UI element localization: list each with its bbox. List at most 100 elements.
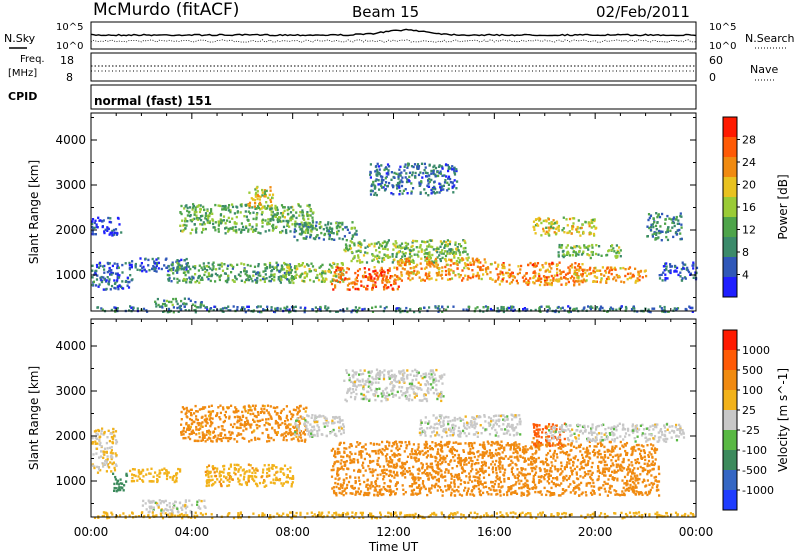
range-gate-cell — [156, 480, 159, 484]
range-gate-cell — [239, 426, 242, 429]
range-gate-cell — [92, 453, 95, 456]
range-gate-cell — [101, 220, 104, 223]
range-gate-cell — [460, 245, 463, 248]
range-gate-cell — [360, 280, 363, 283]
range-gate-cell — [275, 433, 278, 436]
range-gate-cell — [588, 254, 591, 257]
range-gate-cell — [441, 256, 444, 260]
range-gate-cell — [300, 221, 303, 224]
range-gate-cell — [471, 275, 475, 279]
range-gate-cell — [626, 487, 629, 491]
range-gate-cell — [547, 305, 550, 308]
range-gate-cell — [567, 485, 570, 488]
range-gate-cell — [94, 436, 97, 440]
range-gate-cell — [436, 273, 439, 277]
range-gate-cell — [319, 415, 322, 418]
range-gate-cell — [286, 468, 289, 471]
range-gate-cell — [370, 184, 373, 188]
range-gate-cell — [540, 234, 543, 237]
range-gate-cell — [400, 184, 404, 188]
range-gate-cell — [655, 228, 658, 231]
range-gate-cell — [291, 223, 294, 226]
range-gate-cell — [258, 198, 261, 201]
range-gate-cell — [455, 259, 458, 263]
range-gate-cell — [523, 274, 526, 277]
range-gate-cell — [436, 191, 439, 194]
range-gate-cell — [665, 235, 668, 239]
range-gate-cell — [244, 410, 247, 413]
range-gate-cell — [115, 487, 118, 490]
range-gate-cell — [204, 270, 207, 274]
range-gate-cell — [555, 227, 558, 231]
range-gate-cell — [185, 268, 188, 271]
range-gate-cell — [425, 257, 428, 260]
range-gate-cell — [477, 455, 480, 458]
range-gate-cell — [656, 480, 659, 483]
range-gate-cell — [614, 255, 617, 258]
range-gate-cell — [625, 307, 628, 310]
range-gate-cell — [373, 272, 376, 275]
range-gate-cell — [199, 507, 202, 510]
range-gate-cell — [648, 310, 651, 313]
range-gate-cell — [419, 171, 422, 174]
range-gate-cell — [688, 305, 691, 308]
range-gate-cell — [271, 196, 274, 200]
range-gate-cell — [616, 477, 619, 480]
range-gate-cell — [211, 268, 214, 272]
range-gate-cell — [115, 439, 118, 442]
range-gate-cell — [598, 309, 602, 312]
range-gate-cell — [389, 276, 392, 280]
range-gate-cell — [467, 256, 470, 259]
range-gate-cell — [608, 269, 611, 272]
range-gate-cell — [111, 234, 114, 237]
range-gate-cell — [406, 455, 410, 458]
range-gate-cell — [464, 263, 467, 266]
range-gate-cell — [617, 274, 621, 278]
range-gate-cell — [182, 429, 185, 432]
range-gate-cell — [128, 264, 131, 267]
range-gate-cell — [311, 226, 314, 230]
range-gate-cell — [285, 405, 288, 408]
range-gate-cell — [512, 484, 515, 487]
range-gate-cell — [281, 213, 284, 217]
range-gate-cell — [559, 307, 562, 310]
range-gate-cell — [253, 420, 256, 423]
range-gate-cell — [273, 273, 276, 276]
range-gate-cell — [168, 268, 171, 271]
range-gate-cell — [250, 409, 253, 412]
colorbar-tick-label: 8 — [742, 246, 749, 259]
range-gate-cell — [345, 447, 348, 450]
noise-right-tick-top: 10^5 — [709, 22, 736, 33]
range-gate-cell — [558, 261, 561, 264]
range-gate-cell — [441, 277, 444, 280]
range-gate-cell — [566, 461, 569, 464]
range-gate-cell — [538, 276, 541, 280]
range-gate-cell — [438, 254, 441, 257]
range-gate-cell — [398, 447, 401, 450]
range-gate-cell — [180, 264, 183, 267]
range-gate-cell — [339, 485, 343, 488]
range-gate-cell — [309, 423, 312, 426]
range-gate-cell — [566, 252, 569, 255]
range-gate-cell — [243, 267, 246, 270]
range-gate-cell — [554, 233, 558, 236]
colorbar-swatch — [723, 217, 737, 237]
range-gate-cell — [622, 486, 625, 490]
range-gate-cell — [200, 424, 203, 428]
range-gate-cell — [333, 271, 336, 274]
range-gate-cell — [195, 415, 198, 418]
range-gate-cell — [649, 228, 652, 232]
range-gate-cell — [448, 270, 451, 273]
range-gate-cell — [311, 221, 315, 224]
range-gate-cell — [511, 305, 514, 308]
range-gate-cell — [306, 414, 309, 417]
range-gate-cell — [207, 436, 211, 439]
range-gate-cell — [456, 473, 459, 477]
range-gate-cell — [336, 416, 339, 419]
range-gate-cell — [150, 505, 153, 508]
range-gate-cell — [156, 478, 159, 481]
range-gate-cell — [189, 219, 192, 222]
range-gate-cell — [350, 250, 353, 254]
range-gate-cell — [310, 225, 313, 228]
range-gate-cell — [444, 179, 447, 182]
